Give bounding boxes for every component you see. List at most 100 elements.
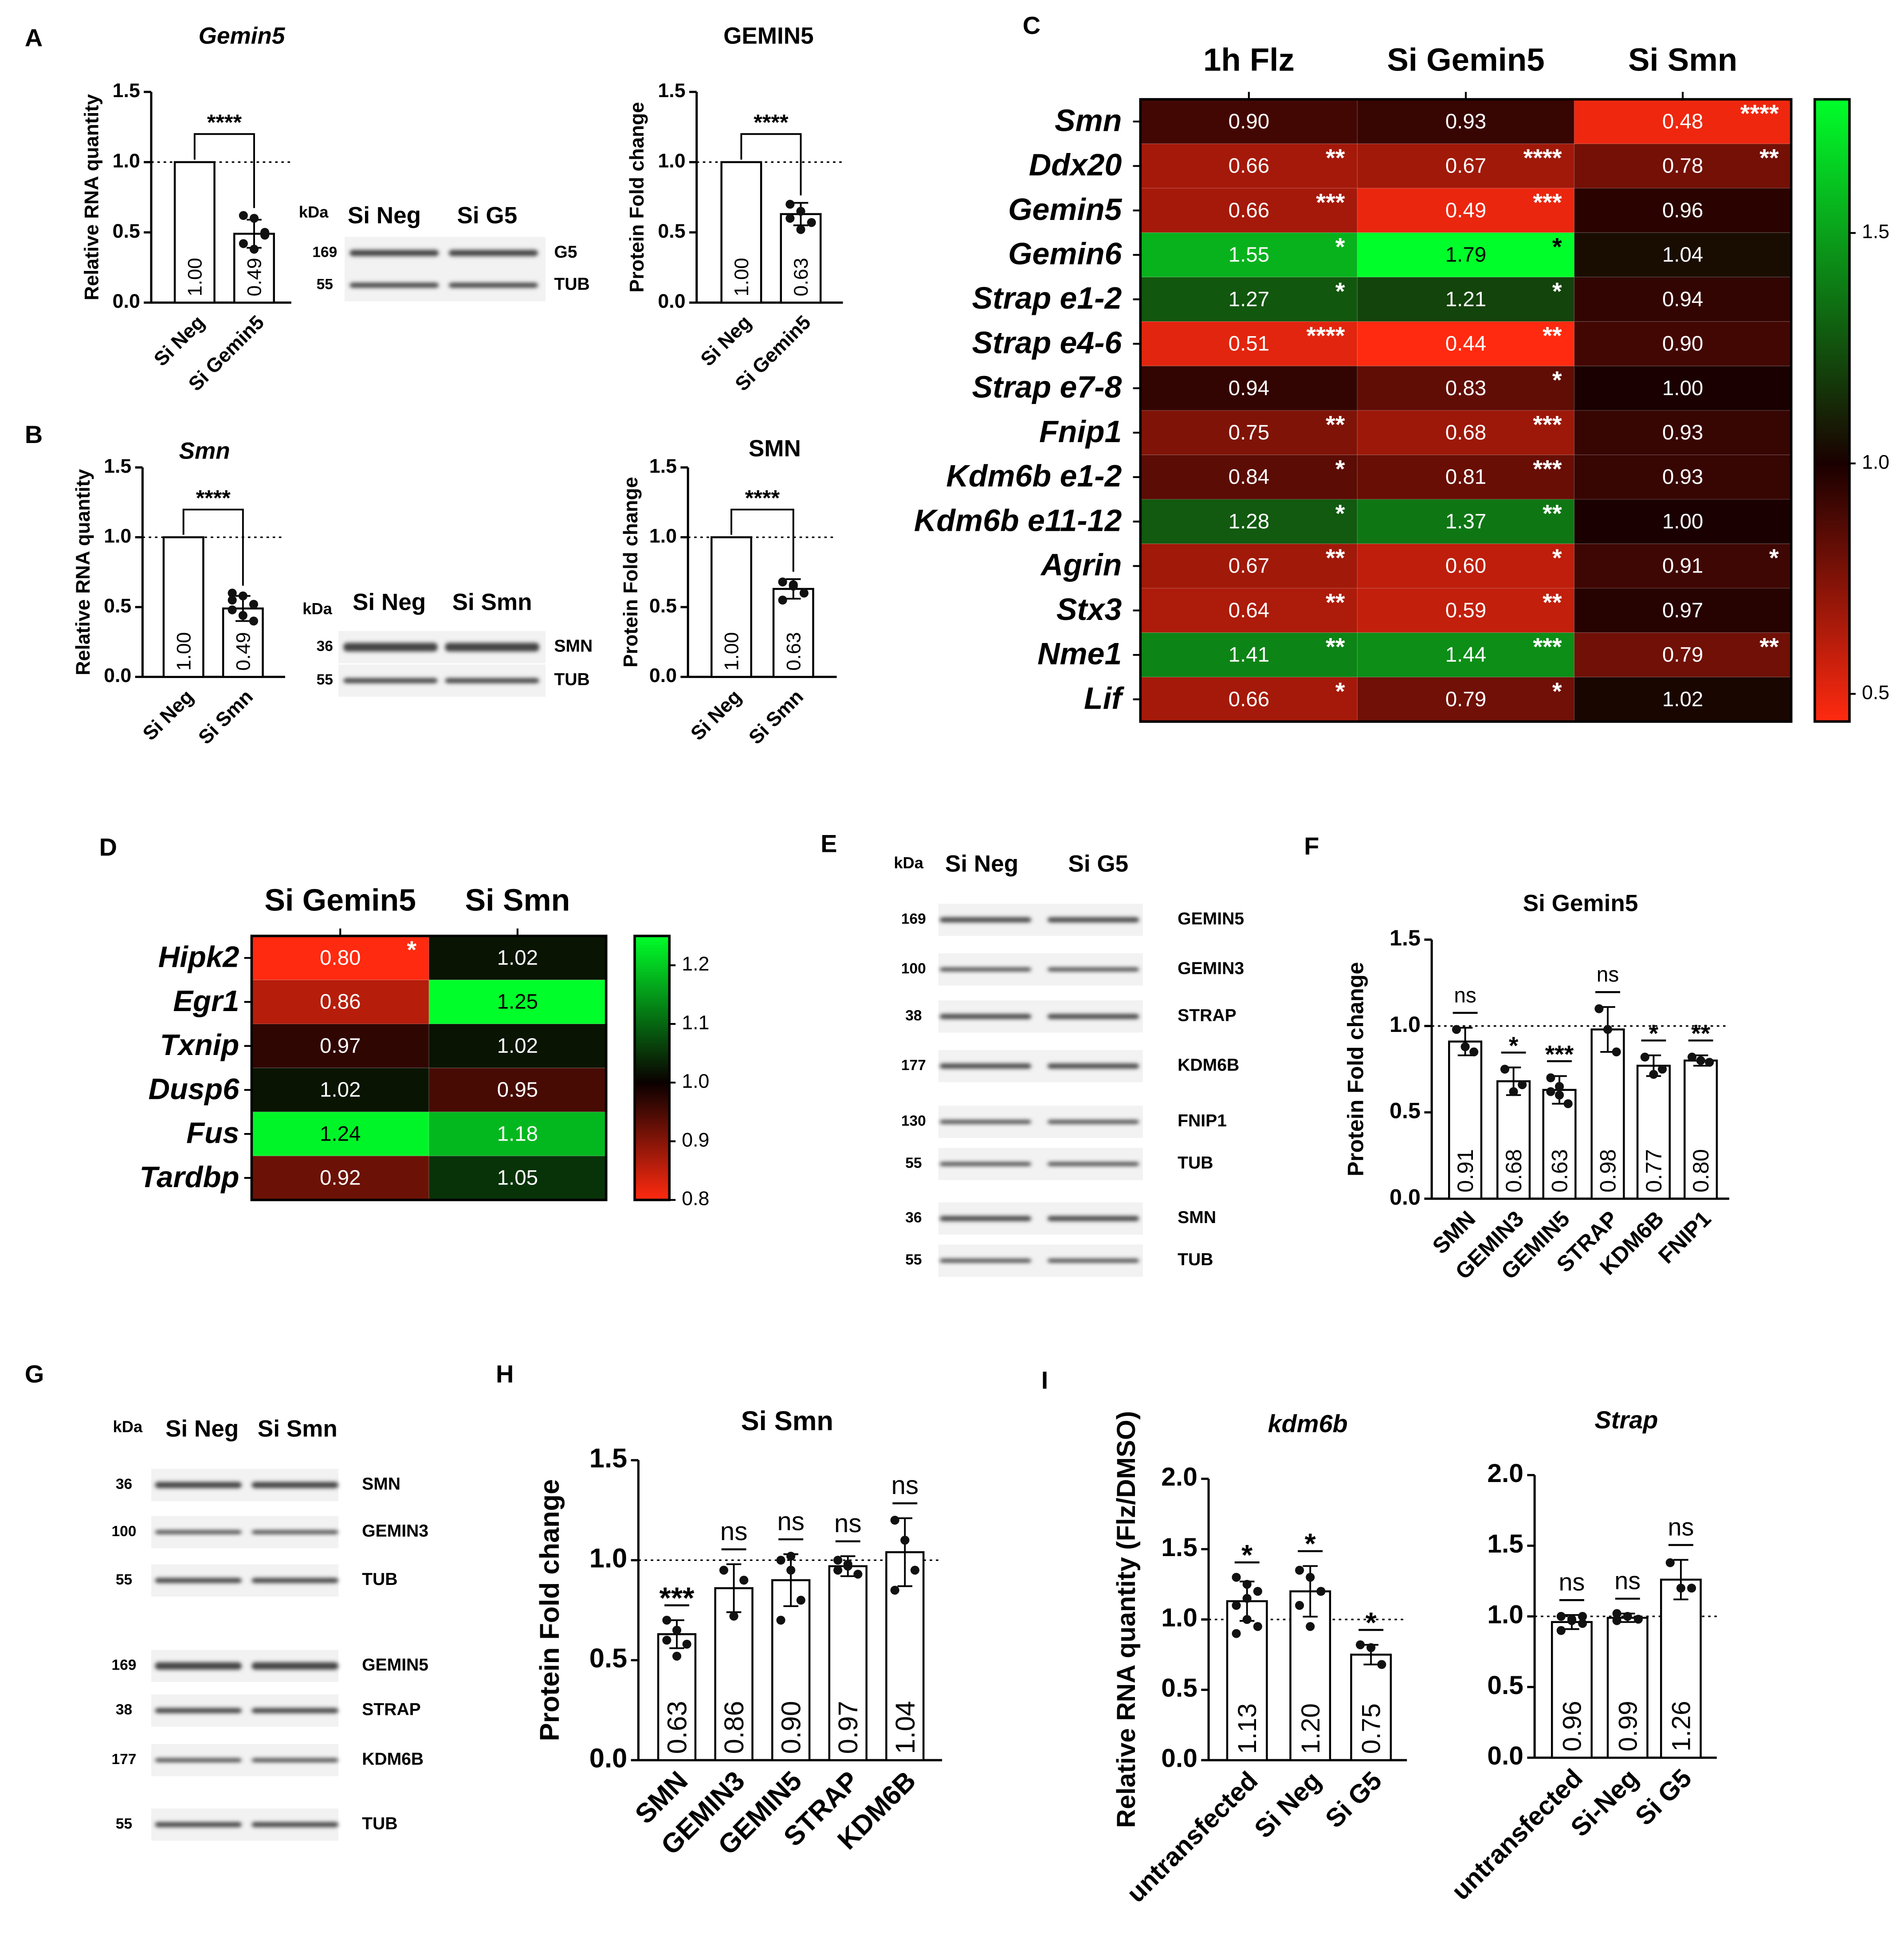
row-label: Strap e4-6	[972, 325, 1123, 360]
bar	[828, 1565, 868, 1761]
y-tick-label: 1.5	[1487, 1529, 1523, 1558]
panel-letter: B	[25, 420, 43, 448]
comparison-bracket	[193, 133, 255, 208]
bar	[1660, 1578, 1702, 1759]
significance-label: ns	[777, 1507, 805, 1536]
cell-value-label: 0.91	[1662, 554, 1703, 578]
cell-value-label: 0.79	[1662, 643, 1703, 667]
blot-band	[251, 1822, 339, 1827]
comparison-bracket	[740, 133, 802, 196]
data-point	[1232, 1572, 1241, 1582]
heatmap-cell	[1357, 499, 1575, 545]
cell-value-label: 0.83	[1445, 376, 1486, 400]
value-label: 1.00	[173, 632, 195, 671]
row-label: Stx3	[1056, 592, 1122, 627]
data-point	[1612, 1616, 1621, 1625]
value-label: 0.63	[783, 632, 805, 671]
blot-band	[343, 643, 438, 652]
heatmap-cell	[1140, 277, 1358, 322]
data-point	[249, 244, 259, 254]
colorbar-tick-label: 1.0	[1862, 451, 1889, 473]
value-label: 0.99	[1613, 1701, 1642, 1751]
heatmap-cell	[1574, 588, 1792, 633]
row-label: Fnip1	[1039, 414, 1122, 449]
row-label: Ddx20	[1029, 148, 1122, 182]
blot-band	[939, 1120, 1032, 1124]
significance-label: ***	[1545, 1040, 1574, 1068]
cell-significance: *	[1552, 366, 1562, 394]
significance-label: ns	[891, 1471, 919, 1500]
colorbar-tick-label: 0.8	[682, 1188, 709, 1210]
cell-value-label: 0.51	[1229, 332, 1269, 356]
band-label: GEMIN5	[362, 1655, 428, 1674]
cell-value-label: 0.68	[1445, 421, 1486, 444]
data-point	[1623, 1612, 1632, 1621]
comparison-label: ****	[196, 485, 231, 510]
kda-marker: 177	[112, 1751, 137, 1768]
blot-band	[251, 1530, 339, 1534]
cell-value-label: 1.00	[1662, 376, 1703, 400]
cell-significance: ****	[1740, 99, 1779, 127]
data-point	[228, 605, 237, 615]
y-tick-label: 0.0	[1161, 1744, 1197, 1773]
heatmap-cell	[428, 979, 607, 1024]
heatmap-cell	[251, 1067, 429, 1113]
cell-value-label: 1.02	[497, 1034, 538, 1058]
chart-title: Gemin5	[199, 23, 286, 49]
significance-label: *	[1366, 1607, 1377, 1639]
y-tick-label: 2.0	[1161, 1463, 1197, 1491]
heatmap-border	[1139, 98, 1793, 723]
data-point	[1366, 1643, 1376, 1652]
blot-band	[251, 1708, 339, 1713]
cell-value-label: 0.75	[1229, 421, 1269, 444]
cell-significance: *	[1769, 544, 1779, 572]
heatmap-cell	[1140, 632, 1358, 678]
cell-value-label: 0.80	[320, 946, 361, 970]
cell-value-label: 0.97	[320, 1034, 361, 1058]
y-axis-label: Relative RNA quantity	[81, 94, 102, 300]
data-point	[796, 1596, 805, 1605]
heatmap-cell	[1357, 543, 1575, 589]
y-tick-label: 0.0	[649, 665, 677, 686]
blot-band	[251, 1662, 339, 1670]
colorbar-tick-label: 1.1	[682, 1012, 709, 1034]
heatmap-cell	[1140, 365, 1358, 411]
blot-band	[155, 1822, 242, 1827]
bar	[173, 161, 216, 304]
heatmap-cell	[428, 1023, 607, 1069]
kda-marker: 169	[901, 911, 926, 927]
x-tick-label: untransfected	[1121, 1766, 1263, 1908]
chart-title: Strap	[1595, 1406, 1658, 1434]
comparison-bracket	[182, 509, 244, 586]
band-label: FNIP1	[1178, 1111, 1227, 1130]
data-point	[789, 581, 798, 591]
cell-significance: *	[1335, 499, 1345, 527]
value-label: 0.75	[1357, 1703, 1386, 1754]
heatmap-cell	[1574, 321, 1792, 367]
band-label: SMN	[554, 637, 593, 656]
data-point	[1546, 1087, 1555, 1096]
x-tick-label: Si G5	[1320, 1766, 1387, 1833]
cell-significance: *	[1335, 677, 1345, 705]
data-point	[1546, 1073, 1555, 1082]
y-tick-label: 0.5	[1390, 1098, 1421, 1123]
cell-value-label: 0.67	[1445, 154, 1486, 178]
bar	[1590, 1028, 1625, 1200]
column-header: Si Smn	[1628, 42, 1737, 78]
band-label: GEMIN3	[1178, 959, 1244, 978]
cell-significance: *	[1335, 277, 1345, 305]
data-point	[1518, 1080, 1527, 1090]
data-point	[1295, 1565, 1304, 1575]
heatmap-cell	[1574, 143, 1792, 189]
y-tick-label: 2.0	[1487, 1459, 1523, 1488]
band-label: TUB	[362, 1570, 397, 1589]
cell-significance: ***	[1533, 633, 1562, 661]
kda-marker: 38	[905, 1008, 922, 1024]
cell-value-label: 1.04	[1662, 243, 1703, 267]
cell-significance: ****	[1523, 144, 1562, 172]
blot-band	[155, 1578, 242, 1583]
kda-marker: 55	[116, 1572, 132, 1588]
x-tick-label: Si Smn	[745, 686, 808, 749]
value-label: 0.90	[776, 1701, 807, 1754]
heatmap-cell	[1357, 232, 1575, 278]
